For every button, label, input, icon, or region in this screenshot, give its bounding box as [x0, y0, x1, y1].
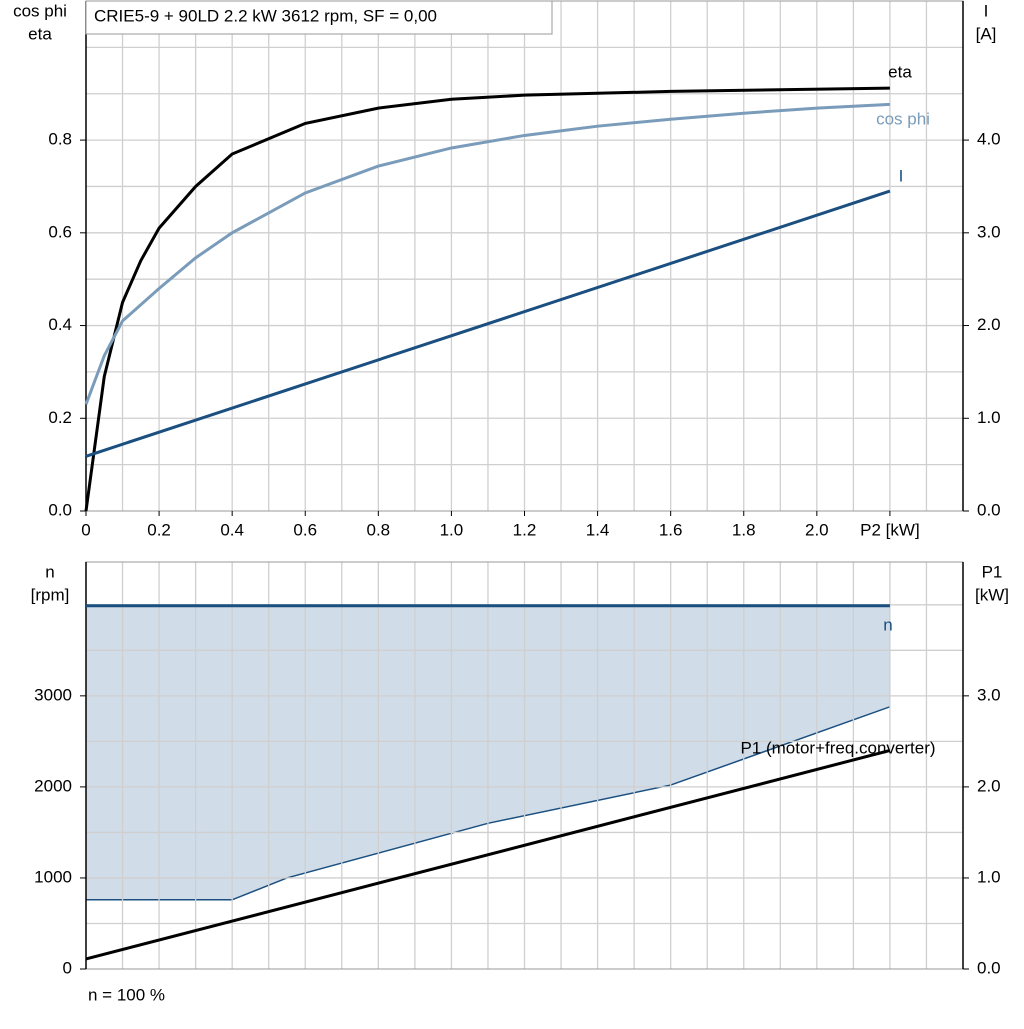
title-box	[85, 0, 553, 35]
x-tick-label: 0.6	[293, 520, 317, 539]
series-label: cos phi	[876, 109, 930, 128]
x-tick-label: 0.8	[367, 520, 391, 539]
y-tick-label: 0.0	[48, 500, 72, 519]
y-tick-label: 1000	[34, 867, 72, 886]
y2-axis-title: [kW]	[975, 585, 1009, 604]
y2-tick-label: 2.0	[977, 776, 1001, 795]
y2-tick-label: 4.0	[977, 130, 1001, 149]
y-tick-label: 0	[63, 958, 72, 977]
y2-tick-label: 2.0	[977, 315, 1001, 334]
y-tick-label: 3000	[34, 685, 72, 704]
y2-axis-title: [A]	[976, 24, 997, 43]
x-tick-label: 1.6	[659, 520, 683, 539]
y2-tick-label: 1.0	[977, 867, 1001, 886]
series-line	[84, 86, 890, 512]
series-line	[85, 189, 891, 458]
series-line	[85, 749, 891, 961]
y-tick-label: 0.6	[48, 222, 72, 241]
y-axis-title: cos phi	[13, 1, 67, 20]
note: n = 100 %	[88, 985, 165, 1004]
y2-tick-label: 0.0	[977, 500, 1001, 519]
y-tick-label: 2000	[34, 776, 72, 795]
x-tick-label: 0	[81, 520, 90, 539]
series-label: eta	[888, 62, 912, 81]
x-tick-label: P2 [kW]	[860, 520, 920, 539]
y-tick-label: 0.2	[48, 408, 72, 427]
y-axis-title: [rpm]	[31, 585, 70, 604]
series-label: n	[883, 615, 892, 634]
x-tick-label: 0.2	[147, 520, 171, 539]
y-tick-label: 0.8	[48, 130, 72, 149]
x-tick-label: 1.8	[732, 520, 756, 539]
x-tick-label: 0.4	[220, 520, 244, 539]
x-tick-label: 1.4	[586, 520, 610, 539]
y2-tick-label: 3.0	[977, 222, 1001, 241]
y2-tick-label: 3.0	[977, 685, 1001, 704]
y-axis-title: eta	[28, 24, 52, 43]
series-label: P1 (motor+freq.converter)	[740, 738, 935, 757]
y-axis-title: n	[45, 562, 54, 581]
y-tick-label: 0.4	[48, 315, 72, 334]
series-label: I	[899, 166, 904, 185]
y2-axis-title: P1	[982, 562, 1003, 581]
x-tick-label: 1.0	[440, 520, 464, 539]
y2-tick-label: 1.0	[977, 408, 1001, 427]
y2-axis-title: I	[984, 1, 989, 20]
chart-title: CRIE5-9 + 90LD 2.2 kW 3612 rpm, SF = 0,0…	[94, 6, 437, 25]
x-tick-label: 1.2	[513, 520, 537, 539]
series-line	[84, 102, 890, 405]
x-tick-label: 2.0	[805, 520, 829, 539]
y2-tick-label: 0.0	[977, 958, 1001, 977]
